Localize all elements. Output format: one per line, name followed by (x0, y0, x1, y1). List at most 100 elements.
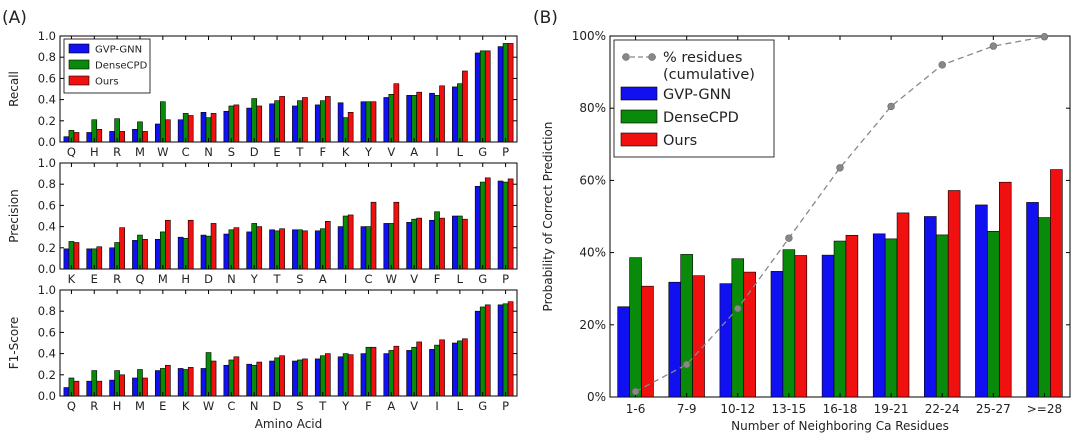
bar-gvp-gnn-T (269, 229, 275, 270)
bar-gvp-gnn-D (269, 360, 275, 397)
bar-densecpd-V (411, 346, 417, 397)
bar-gvp-gnn-13-15 (770, 271, 784, 398)
x-tick-label: F (434, 272, 441, 286)
x-tick-label: K (68, 272, 76, 286)
bar-densecpd-P (502, 43, 509, 143)
bar-gvp-gnn-Y (337, 356, 344, 397)
bar-densecpd-13-15 (782, 249, 796, 398)
legend-label-1: GVP-GNN (663, 87, 731, 103)
bar-densecpd->=28 (1038, 217, 1051, 398)
bar-ours-C (233, 356, 240, 397)
x-tick-label: Y (364, 145, 373, 159)
cumulative-point-1-6 (631, 387, 640, 396)
bar-ours-L (462, 218, 468, 270)
bar-ours-H (96, 128, 103, 143)
bar-ours-Y (370, 101, 377, 143)
x-tick-label: G (478, 272, 487, 286)
bar-ours-F (324, 96, 331, 143)
bar-ours-H (119, 374, 125, 397)
x-tick-label: G (478, 145, 487, 159)
x-tick-label: V (410, 399, 418, 413)
x-tick-label: S (296, 399, 303, 413)
bar-densecpd-I (434, 95, 440, 143)
bar-ours-A (416, 91, 423, 143)
bar-ours-M (142, 131, 148, 143)
x-tick-label: Y (341, 399, 350, 413)
bar-densecpd-P (502, 181, 509, 270)
bar-gvp-gnn-G (474, 52, 481, 143)
bar-ours-V (416, 217, 423, 270)
y-tick-label: 0.0 (38, 135, 56, 149)
x-tick-label: C (182, 145, 190, 159)
bar-densecpd-I (434, 344, 440, 397)
bar-ours-19-21 (896, 212, 910, 398)
bar-gvp-gnn-A (314, 230, 321, 270)
x-tick-label: F (365, 399, 372, 413)
legend-cumulative-marker (622, 53, 630, 61)
x-tick-label: R (90, 399, 98, 413)
bar-ours-H (187, 219, 194, 270)
bar-densecpd-7-9 (680, 254, 693, 398)
bar-densecpd-K (68, 241, 75, 270)
x-tick-label: T (273, 272, 282, 286)
bar-ours-D (279, 355, 285, 397)
bar-gvp-gnn-V (406, 350, 412, 397)
x-tick-label: T (295, 145, 304, 159)
x-tick-label: C (364, 272, 372, 286)
legend-swatch-2 (620, 109, 658, 124)
cumulative-point-19-21 (887, 102, 895, 111)
bar-densecpd-Y (342, 353, 349, 397)
bar-gvp-gnn-M (132, 377, 138, 397)
cumulative-point-16-18 (836, 164, 844, 172)
cumulative-line (635, 36, 1045, 393)
bar-densecpd-W (205, 352, 212, 397)
bar-gvp-gnn-F (314, 104, 321, 143)
bar-ours-E (279, 96, 285, 143)
bar-gvp-gnn-L (452, 215, 458, 270)
bar-ours-7-9 (692, 275, 705, 398)
bar-densecpd-L (457, 215, 463, 270)
x-tick-label: N (227, 272, 236, 286)
neighbors-chart: 0% 20% 40% 60% 80% 100% 1-6 7-9 10-12 13-15 16-18 1… (541, 29, 1071, 433)
bar-ours-Q (73, 132, 80, 143)
bar-gvp-gnn-22-24 (924, 216, 937, 398)
x-tick-label: L (457, 145, 464, 159)
y-tick-label: 0.8 (38, 304, 56, 318)
legend-label-cumulative: % residues (cumulative) (663, 50, 755, 83)
x-tick-label: L (457, 272, 464, 286)
x-tick-label: D (273, 399, 282, 413)
bar-ours-G (484, 50, 491, 143)
bar-ours-E (96, 246, 103, 270)
y-tick-label: 60% (579, 173, 606, 187)
bar-gvp-gnn-S (223, 110, 230, 143)
x-tick-label: G (478, 399, 487, 413)
bar-gvp-gnn-C (360, 226, 367, 270)
x-axis-label: Number of Neighboring Ca Residues (731, 419, 949, 433)
bar-ours-Q (142, 239, 148, 270)
bar-ours-Y (347, 354, 354, 397)
bar-gvp-gnn-N (223, 233, 230, 270)
bar-densecpd-Q (137, 234, 143, 270)
panel-b-label: (B) (533, 8, 558, 28)
x-tick-label: R (113, 272, 121, 286)
x-tick-label: W (203, 399, 214, 413)
x-tick-label: >=28 (1027, 402, 1062, 416)
legend-label-line: (cumulative) (663, 67, 755, 83)
bar-densecpd-D (274, 357, 280, 397)
x-tick-label: D (250, 145, 259, 159)
bar-gvp-gnn-D (246, 107, 253, 143)
bar-gvp-gnn-F (360, 353, 367, 397)
bar-densecpd-16-18 (833, 240, 847, 398)
bar-densecpd-G (479, 306, 486, 397)
bar-gvp-gnn-T (314, 358, 321, 397)
bar-densecpd-T (319, 355, 326, 397)
bar-gvp-gnn-W (383, 223, 390, 270)
legend-label-3: Ours (663, 133, 697, 149)
legend-swatch-0 (68, 43, 90, 54)
x-tick-label: 19-21 (874, 402, 909, 416)
bar-gvp-gnn-L (452, 86, 458, 143)
bar-ours-K (73, 242, 80, 270)
bar-gvp-gnn-W (154, 123, 161, 143)
x-tick-label: L (457, 399, 464, 413)
bar-densecpd-L (457, 340, 463, 397)
